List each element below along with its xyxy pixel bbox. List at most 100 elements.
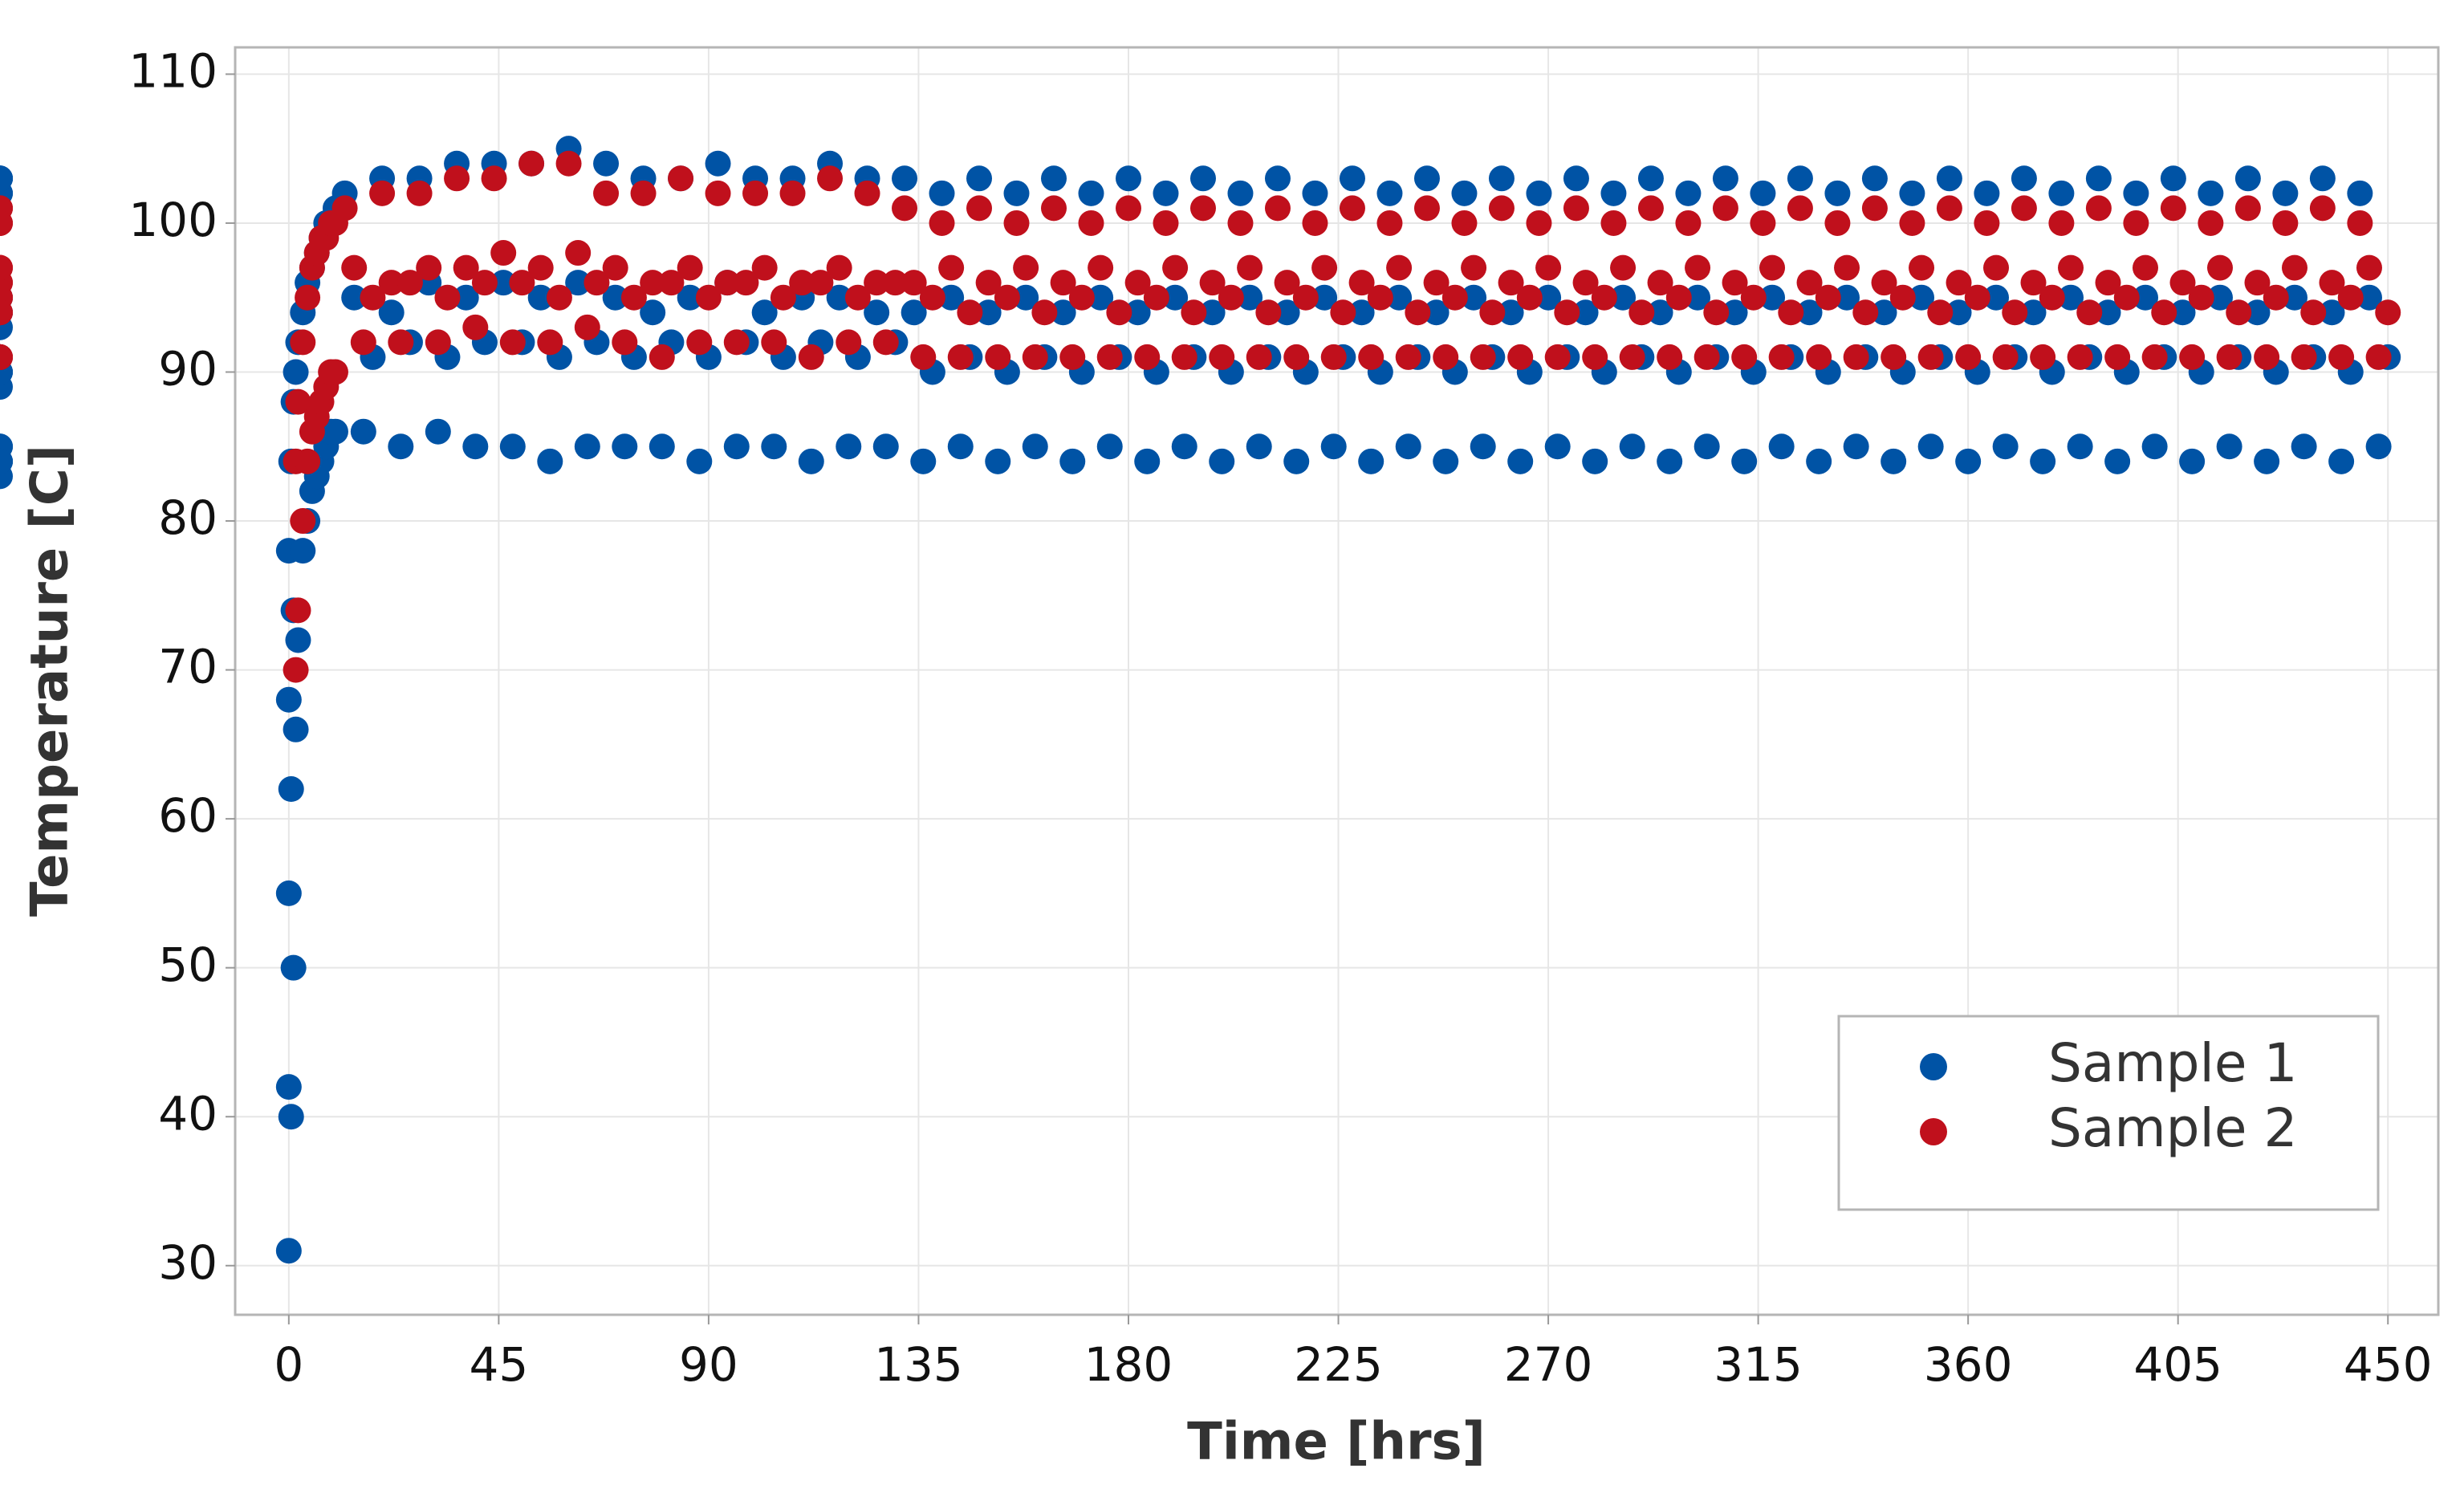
point <box>499 329 526 356</box>
point <box>1059 344 1086 370</box>
legend-label: Sample 1 <box>2048 1032 2297 1094</box>
point <box>1712 195 1738 222</box>
point <box>378 270 405 296</box>
point <box>2030 344 2056 370</box>
point <box>1712 165 1738 192</box>
point <box>434 284 461 311</box>
x-tick-label: 135 <box>874 1337 963 1392</box>
point <box>2244 270 2271 296</box>
point <box>2356 284 2382 311</box>
point <box>2281 284 2307 311</box>
point <box>280 954 307 981</box>
point <box>2141 433 2168 460</box>
point <box>2347 209 2373 236</box>
point <box>1358 344 1384 370</box>
point <box>1675 209 1702 236</box>
point <box>864 299 890 326</box>
point <box>864 270 890 296</box>
point <box>1395 344 1421 370</box>
point <box>1693 344 1720 370</box>
x-tick-label: 45 <box>469 1337 528 1392</box>
point <box>2198 209 2224 236</box>
point <box>1115 165 1141 192</box>
point <box>2356 254 2382 281</box>
point <box>2085 195 2112 222</box>
point <box>1283 344 1310 370</box>
point <box>0 448 13 474</box>
point <box>2281 254 2307 281</box>
point <box>640 299 666 326</box>
point <box>1320 433 1347 460</box>
point <box>2291 433 2317 460</box>
y-tick-label: 100 <box>128 193 218 247</box>
point <box>527 284 554 311</box>
point <box>1693 433 1720 460</box>
point <box>378 299 405 326</box>
point <box>1498 299 1524 326</box>
point <box>1003 209 1030 236</box>
y-tick-label: 30 <box>158 1235 218 1290</box>
point <box>537 448 563 474</box>
point <box>677 254 703 281</box>
point <box>1600 209 1627 236</box>
legend-marker <box>1920 1118 1947 1145</box>
point <box>388 329 414 356</box>
point <box>1199 299 1226 326</box>
point <box>406 180 433 206</box>
point <box>872 329 899 356</box>
point <box>798 448 824 474</box>
point <box>695 284 722 311</box>
point <box>1237 254 1263 281</box>
point <box>994 284 1020 311</box>
point <box>2309 195 2336 222</box>
point <box>0 299 13 326</box>
point <box>565 240 592 266</box>
point <box>1544 344 1571 370</box>
point <box>1461 284 1487 311</box>
point <box>1264 195 1291 222</box>
point <box>2179 448 2206 474</box>
point <box>0 344 13 370</box>
point <box>1451 180 1478 206</box>
point <box>1479 299 1506 326</box>
point <box>1722 270 1748 296</box>
point <box>2234 165 2261 192</box>
point <box>658 270 685 296</box>
point <box>929 209 955 236</box>
point <box>1274 299 1300 326</box>
point <box>957 299 983 326</box>
point <box>1516 284 1543 311</box>
point <box>1647 270 1673 296</box>
point <box>1946 299 1972 326</box>
point <box>1096 433 1123 460</box>
point <box>1078 180 1104 206</box>
point <box>2319 299 2345 326</box>
point <box>1050 299 1076 326</box>
point <box>2226 299 2252 326</box>
plot-frame <box>234 46 2440 1316</box>
point <box>1171 344 1197 370</box>
point <box>2123 180 2149 206</box>
point <box>1750 209 1776 236</box>
point <box>1423 270 1450 296</box>
point <box>1470 433 1496 460</box>
point <box>1124 270 1151 296</box>
point <box>1871 270 1897 296</box>
point <box>910 448 937 474</box>
point <box>2067 433 2093 460</box>
point <box>275 686 302 713</box>
point <box>2104 344 2131 370</box>
point <box>1750 180 1776 206</box>
point <box>1413 165 1440 192</box>
point <box>1983 254 2010 281</box>
point <box>807 270 834 296</box>
point <box>1106 299 1132 326</box>
point <box>1881 448 1907 474</box>
y-axis-title: Temperature [C] <box>21 445 80 917</box>
point <box>1861 195 1888 222</box>
point <box>481 165 507 192</box>
point <box>1199 270 1226 296</box>
point <box>574 433 600 460</box>
point <box>2365 433 2392 460</box>
